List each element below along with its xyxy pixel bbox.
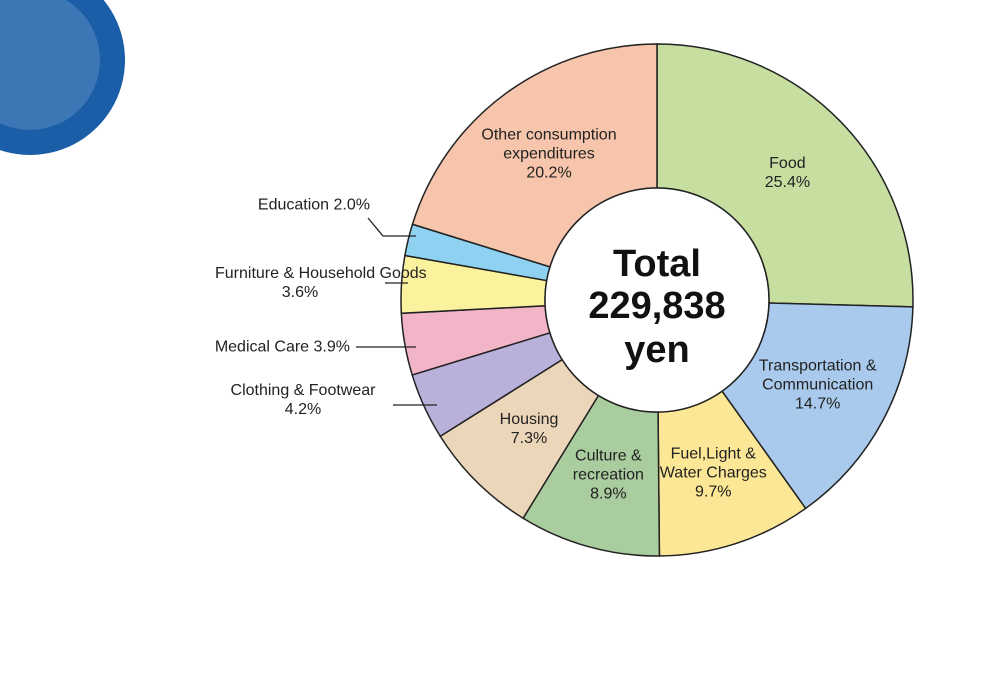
category-label: Other consumption expenditures <box>481 126 617 162</box>
slice-label: Other consumption expenditures 20.2% <box>454 125 644 182</box>
total-unit: yen <box>624 329 690 371</box>
category-label: Fuel,Light & Water Charges <box>659 445 767 482</box>
category-label: Education <box>257 196 330 214</box>
total-value: 229,838 <box>588 285 726 327</box>
total-title: Total <box>613 243 701 285</box>
slice-label: Furniture & Household Goods 3.6% <box>215 264 427 302</box>
value-label: 9.7% <box>695 483 732 501</box>
value-label: 3.9% <box>313 338 350 356</box>
value-label: 2.0% <box>333 196 370 214</box>
category-label: Medical Care <box>214 338 310 356</box>
slice-label: Clothing & Footwear 4.2% <box>231 381 376 419</box>
donut-hole <box>544 187 770 413</box>
value-label: 3.6% <box>281 284 319 301</box>
wallet-icon <box>0 0 125 155</box>
slice-label: Housing 7.3% <box>484 410 574 448</box>
value-label: 4.2% <box>284 401 322 418</box>
value-label: 7.3% <box>510 430 548 448</box>
slice-label: Fuel,Light & Water Charges 9.7% <box>653 445 773 502</box>
category-label: Transportation & Communication <box>758 357 877 394</box>
slice-label: Food 25.4% <box>737 154 837 192</box>
leader-line <box>367 217 416 237</box>
category-label: Clothing & Footwear <box>230 382 376 399</box>
category-label: Culture & recreation <box>572 447 644 484</box>
value-label: 25.4% <box>764 174 811 192</box>
value-label: 14.7% <box>794 395 841 413</box>
slice-label: Medical Care 3.9% <box>215 338 350 357</box>
slice-label: Culture & recreation 8.9% <box>558 447 658 504</box>
category-label: Food <box>769 155 806 173</box>
value-label: 20.2% <box>526 164 572 181</box>
value-label: 8.9% <box>590 485 627 503</box>
category-label: Furniture & Household Goods <box>215 265 427 282</box>
wallet-icon-ring <box>0 0 100 130</box>
slice-label: Education 2.0% <box>258 196 370 215</box>
slice-label: Transportation & Communication 14.7% <box>743 357 893 414</box>
category-label: Housing <box>499 411 559 429</box>
